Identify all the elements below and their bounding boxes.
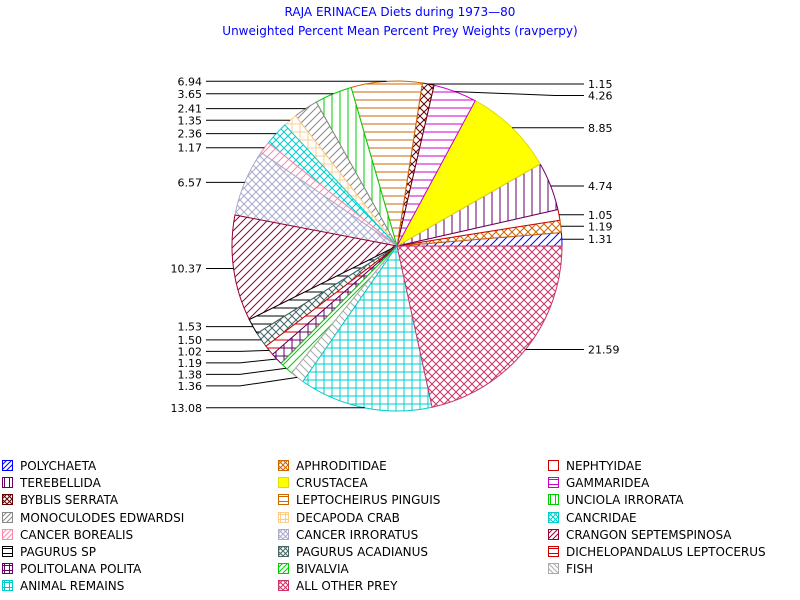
- chart-title: RAJA ERINACEA Diets during 1973—80: [284, 5, 516, 19]
- leader-line: [206, 376, 298, 387]
- data-label: 3.65: [178, 88, 203, 101]
- legend-swatch: [2, 511, 13, 523]
- legend-label: UNCIOLA IRRORATA: [566, 493, 684, 508]
- leader-line: [206, 349, 270, 352]
- legend-label: ANIMAL REMAINS: [20, 579, 125, 594]
- legend-label: GAMMARIDEA: [566, 476, 650, 491]
- legend-label: FISH: [566, 562, 594, 577]
- pie-slice-crangon-septemspinosa: [231, 214, 399, 321]
- data-label: 21.59: [588, 344, 620, 357]
- legend-swatch: [548, 563, 559, 575]
- legend-swatch: [278, 477, 289, 489]
- data-label: 13.08: [171, 402, 203, 415]
- pie-chart: 1.311.191.054.748.854.261.156.943.652.41…: [171, 75, 620, 415]
- legend-label: CANCRIDAE: [566, 510, 637, 525]
- legend-swatch: [548, 546, 559, 557]
- legend-label: CANCER BOREALIS: [20, 527, 134, 542]
- data-label: 6.57: [178, 176, 203, 189]
- pie-slice-animal-remains: [302, 244, 433, 412]
- legend-swatch: [278, 580, 289, 592]
- leader-line: [206, 358, 277, 364]
- legend-swatch: [2, 546, 13, 557]
- legend-swatch: [278, 494, 289, 506]
- legend-label: CANCER IRRORATUS: [296, 527, 419, 542]
- legend-label: POLYCHAETA: [20, 459, 97, 473]
- data-label: 1.17: [178, 142, 203, 155]
- data-label: 6.94: [178, 75, 203, 88]
- pie-slice-crustacea: [395, 100, 541, 248]
- data-label: 1.19: [178, 357, 203, 370]
- legend-label: DECAPODA CRAB: [296, 510, 400, 525]
- legend-swatch: [278, 528, 289, 540]
- legend-swatch: [278, 563, 289, 575]
- data-label: 8.85: [588, 122, 613, 135]
- data-label: 1.50: [178, 334, 203, 347]
- legend-label: BIVALVIA: [296, 562, 349, 577]
- leader-line: [206, 367, 287, 375]
- legend: POLYCHAETA APHRODITIDAE NEPHTYIDAE TEREBELL…: [0, 458, 800, 598]
- legend-label: BYBLIS SERRATA: [20, 493, 119, 508]
- data-label: 1.31: [588, 233, 613, 246]
- legend-swatch: [548, 460, 559, 471]
- legend-swatch: [2, 460, 13, 471]
- legend-label: APHRODITIDAE: [296, 459, 387, 473]
- data-label: 1.38: [178, 368, 203, 381]
- data-label: 4.74: [588, 180, 613, 193]
- legend-swatch: [278, 460, 289, 471]
- legend-label: NEPHTYIDAE: [566, 459, 642, 473]
- legend-swatch: [2, 477, 13, 489]
- legend-swatch: [2, 528, 13, 540]
- data-label: 2.36: [178, 128, 203, 141]
- legend-swatch: [548, 494, 559, 506]
- legend-label: POLITOLANA POLITA: [20, 562, 142, 577]
- leader-line: [455, 91, 584, 96]
- legend-swatch: [548, 477, 559, 489]
- chart-subtitle: Unweighted Percent Mean Percent Prey Wei…: [222, 24, 578, 38]
- data-label: 10.37: [171, 263, 203, 276]
- data-label: 1.15: [588, 78, 613, 91]
- legend-swatch: [2, 580, 13, 592]
- legend-label: CRANGON SEPTEMSPINOSA: [566, 527, 732, 542]
- legend-label: PAGURUS SP: [20, 545, 96, 559]
- data-label: 1.36: [178, 380, 203, 393]
- data-label: 1.53: [178, 321, 203, 334]
- pie-slice-all-other-prey: [396, 245, 563, 408]
- legend-swatch: [548, 528, 559, 540]
- legend-swatch: [2, 563, 13, 575]
- legend-swatch: [2, 494, 13, 506]
- legend-label: CRUSTACEA: [296, 476, 368, 491]
- data-label: 1.19: [588, 220, 613, 233]
- data-label: 4.26: [588, 90, 613, 103]
- legend-swatch: [278, 546, 289, 557]
- legend-swatch: [548, 511, 559, 523]
- legend-label: ALL OTHER PREY: [296, 579, 398, 594]
- legend-label: TEREBELLIDA: [20, 476, 101, 491]
- data-label: 1.02: [178, 345, 203, 358]
- legend-swatch: [278, 511, 289, 523]
- data-label: 2.41: [178, 103, 203, 116]
- legend-label: PAGURUS ACADIANUS: [296, 545, 429, 559]
- legend-label: DICHELOPANDALUS LEPTOCERUS: [566, 545, 766, 559]
- legend-label: LEPTOCHEIRUS PINGUIS: [296, 493, 441, 508]
- data-label: 1.05: [588, 209, 613, 222]
- legend-label: MONOCULODES EDWARDSI: [20, 510, 185, 525]
- data-label: 1.35: [178, 114, 203, 127]
